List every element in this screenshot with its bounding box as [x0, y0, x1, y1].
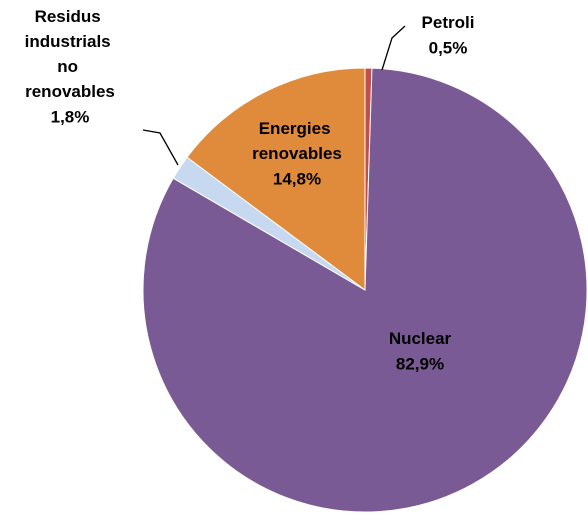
category-label: Residus industrials no renovables [25, 7, 116, 101]
value-label: 1,8% [51, 107, 90, 126]
leader-line [142, 129, 179, 166]
leader-line [381, 25, 406, 71]
category-label: Nuclear [389, 329, 452, 348]
pie-slice [186, 67, 366, 291]
value-label: 14,8% [273, 169, 321, 188]
category-label: Petroli [422, 13, 475, 32]
value-label: 0,5% [429, 38, 468, 57]
value-label: 82,9% [396, 354, 444, 373]
category-label: Energies renovables [252, 119, 342, 163]
